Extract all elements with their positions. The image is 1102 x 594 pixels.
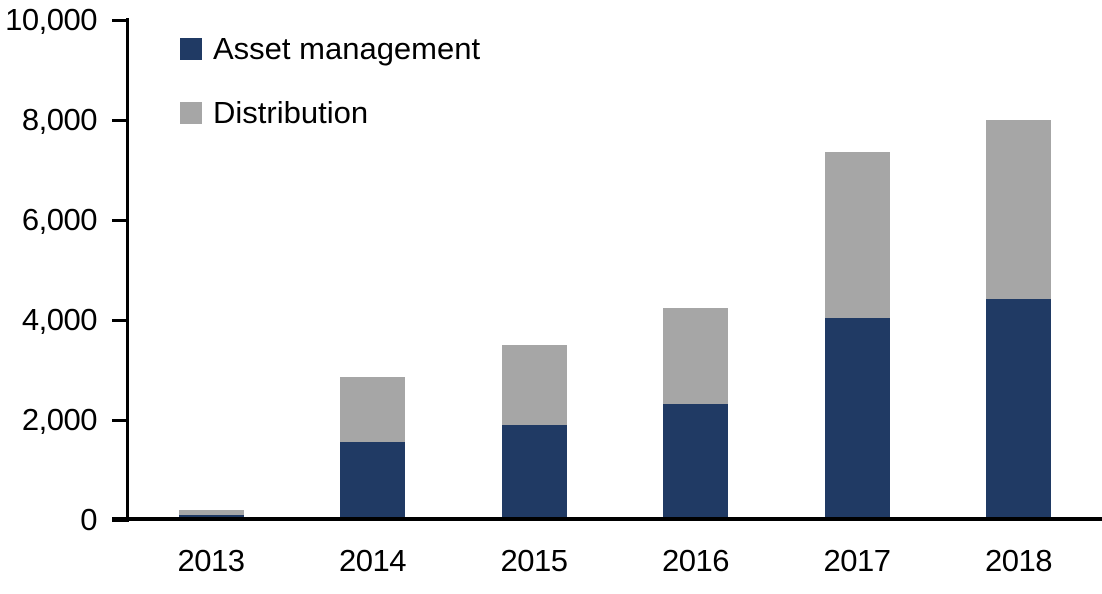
bar-segment-asset-management-2014: [340, 442, 405, 520]
y-tick-mark-8000: [112, 118, 129, 122]
y-tick-label-10000: 10,000: [5, 2, 97, 37]
y-tick-label-2000: 2,000: [21, 402, 98, 437]
bar-segment-distribution-2015: [501, 345, 567, 425]
bar-segment-distribution-2018: [986, 120, 1051, 299]
y-tick-mark-4000: [112, 318, 129, 322]
bar-segment-distribution-2017: [824, 151, 890, 318]
y-tick-mark-10000: [112, 18, 129, 22]
y-tick-label-0: 0: [80, 502, 97, 537]
legend-label-distribution: Distribution: [213, 95, 369, 130]
y-tick-mark-2000: [112, 418, 129, 422]
bar-segment-distribution-2014: [340, 377, 405, 442]
bar-segment-distribution-2013: [178, 510, 244, 515]
y-tick-mark-0: [112, 518, 129, 522]
bar-segment-asset-management-2018: [986, 299, 1051, 520]
x-axis-label-2013: 2013: [177, 543, 245, 578]
legend-swatch-distribution: [180, 102, 202, 124]
y-tick-label-8000: 8,000: [21, 102, 98, 137]
legend-label-asset-management: Asset management: [213, 31, 481, 66]
x-axis-line: [112, 517, 1102, 521]
legend-item-distribution: Distribution: [180, 97, 368, 129]
x-axis-label-2018: 2018: [985, 543, 1052, 578]
x-axis-label-2014: 2014: [339, 543, 406, 578]
bar-segment-asset-management-2016: [663, 404, 728, 520]
x-axis-label-2017: 2017: [823, 543, 891, 578]
bar-segment-asset-management-2015: [501, 425, 567, 520]
bar-segment-asset-management-2017: [824, 318, 890, 520]
legend-item-asset-management: Asset management: [180, 33, 480, 65]
y-tick-label-4000: 4,000: [21, 302, 98, 337]
x-axis-label-2015: 2015: [500, 543, 568, 578]
y-axis-line: [126, 18, 129, 521]
legend-swatch-asset-management: [180, 38, 202, 60]
y-tick-mark-6000: [112, 218, 129, 222]
bar-segment-distribution-2016: [663, 308, 728, 404]
y-tick-label-6000: 6,000: [21, 202, 98, 237]
x-axis-label-2016: 2016: [662, 543, 729, 578]
